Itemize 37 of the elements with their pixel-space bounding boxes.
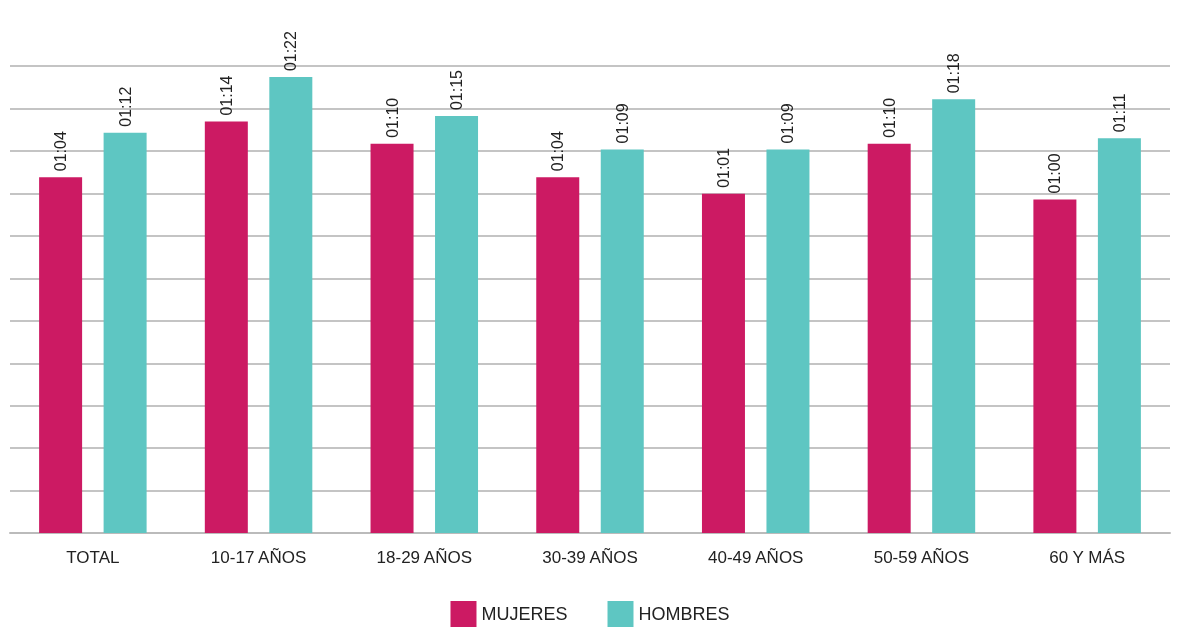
- data-label: 01:15: [448, 69, 466, 111]
- x-tick-label: TOTAL: [66, 548, 120, 567]
- x-tick-label: 10-17 AÑOS: [210, 548, 307, 567]
- bar: [204, 121, 248, 533]
- data-label: 01:04: [52, 131, 70, 172]
- bar: [867, 143, 911, 533]
- data-label: 01:14: [217, 75, 235, 116]
- bar: [766, 149, 810, 533]
- bar: [39, 177, 83, 533]
- bar: [435, 116, 479, 533]
- bar: [370, 143, 414, 533]
- bar: [1033, 199, 1077, 533]
- data-label: 01:12: [116, 86, 134, 127]
- data-label: 01:18: [945, 53, 963, 94]
- data-label: 01:10: [383, 97, 401, 138]
- data-label: 01:00: [1046, 153, 1064, 194]
- data-label: 01:09: [779, 103, 797, 144]
- x-tick-label: 18-29 AÑOS: [376, 548, 473, 567]
- data-label: 01:09: [613, 103, 631, 144]
- data-label: 01:04: [549, 131, 567, 172]
- data-label: 01:10: [880, 97, 898, 138]
- x-tick-label: 40-49 AÑOS: [707, 548, 804, 567]
- x-tick-label: 50-59 AÑOS: [873, 548, 970, 567]
- bar: [269, 77, 313, 533]
- x-tick-label: 60 Y MÁS: [1049, 548, 1126, 567]
- bar: [1097, 138, 1141, 533]
- bar: [600, 149, 644, 533]
- legend-label: MUJERES: [481, 604, 568, 624]
- bar: [701, 193, 745, 533]
- data-label: 01:11: [1110, 93, 1128, 133]
- data-label: 01:01: [714, 147, 732, 188]
- bar: [536, 177, 580, 533]
- bar: [103, 132, 147, 533]
- x-tick-label: 30-39 AÑOS: [542, 548, 638, 567]
- legend-label: HOMBRES: [638, 604, 730, 624]
- data-label: 01:22: [282, 30, 300, 72]
- bar: [932, 99, 976, 533]
